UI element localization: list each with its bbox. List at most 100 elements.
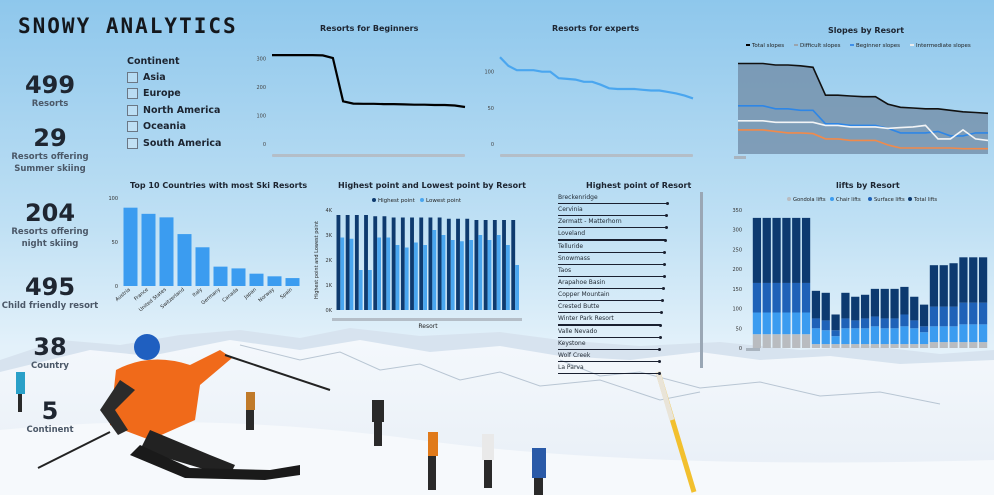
bar-end-marker <box>665 226 669 230</box>
bar-segment <box>978 257 988 303</box>
list-item[interactable]: Snowmass <box>558 254 678 266</box>
bar-segment <box>792 312 801 335</box>
slicer-option-europe[interactable]: Europe <box>127 86 221 103</box>
bar-end-marker <box>661 299 664 303</box>
bar-segment <box>782 312 791 335</box>
legend-swatch <box>420 198 424 202</box>
bar-lowest <box>441 235 446 310</box>
list-item[interactable]: Zermatt - Matterhorn <box>558 217 678 230</box>
y-tick-label: 0 <box>115 284 118 290</box>
bar-segment <box>851 296 860 321</box>
slicer-option-south-america[interactable]: South America <box>127 135 221 152</box>
highest-point-bar <box>558 312 662 314</box>
bar-segment <box>792 334 801 348</box>
checkbox[interactable] <box>127 121 138 133</box>
option-label: Asia <box>143 71 166 83</box>
resort-name: Telluride <box>558 242 584 250</box>
bar-segment <box>880 288 889 319</box>
bar-highest <box>410 217 414 310</box>
scrollbar[interactable] <box>746 348 760 351</box>
highlow-bar-chart: Highest point Lowest point 4K 3K 2K 1K 0K Resor… <box>314 198 522 330</box>
list-item[interactable]: Telluride <box>558 242 678 254</box>
series-line-2 <box>738 129 988 150</box>
bar-segment <box>801 217 811 283</box>
list-item[interactable]: Arapahoe Basin <box>558 278 678 291</box>
list-item[interactable]: Cervinia <box>558 205 678 218</box>
category-label: Norway <box>257 287 275 304</box>
bar-segment <box>939 265 948 307</box>
slicer-option-oceania[interactable]: Oceania <box>127 119 221 136</box>
slicer-option-asia[interactable]: Asia <box>127 69 221 86</box>
bar-segment <box>978 324 988 343</box>
checkbox[interactable] <box>127 104 138 116</box>
list-item[interactable]: Breckenridge <box>558 193 678 206</box>
scrollbar[interactable] <box>500 154 693 157</box>
y-tick-label: 50 <box>736 326 742 332</box>
bar-highest <box>511 220 516 310</box>
list-item[interactable]: Loveland <box>558 229 678 242</box>
list-scrollbar[interactable] <box>700 192 703 368</box>
list-item[interactable]: La Parva <box>558 363 678 376</box>
checkbox[interactable] <box>127 88 138 100</box>
bar <box>123 207 138 286</box>
bar-segment <box>811 328 821 345</box>
bar-segment <box>939 342 948 348</box>
y-tick-label: 300 <box>732 228 742 234</box>
bar-lowest <box>515 265 519 310</box>
bar-segment <box>860 294 870 319</box>
bar-segment <box>841 328 850 345</box>
bar-lowest <box>496 235 501 310</box>
y-tick-label: 300 <box>256 57 266 63</box>
bar-segment <box>959 324 968 343</box>
legend-swatch <box>908 197 912 201</box>
bar <box>231 268 246 286</box>
bar-segment <box>929 342 939 348</box>
bar-segment <box>919 344 929 348</box>
bar-end-marker <box>662 274 666 278</box>
bar-segment <box>772 282 781 313</box>
option-label: North America <box>143 104 221 116</box>
bar-highest <box>419 217 424 310</box>
slicer-option-north-america[interactable]: North America <box>127 102 221 119</box>
option-label: Europe <box>143 88 181 100</box>
beginners-line-chart: 300 200 100 0 <box>256 54 466 157</box>
scrollbar[interactable] <box>332 318 522 321</box>
bar <box>195 247 210 286</box>
bar-lowest <box>349 238 354 310</box>
bar-segment <box>811 344 821 348</box>
legend-swatch <box>830 197 834 201</box>
bar-lowest <box>404 247 409 310</box>
list-item[interactable]: Valle Nevado <box>558 327 678 339</box>
kpi-value: 29 <box>33 124 67 152</box>
list-item[interactable]: Keystone <box>558 339 678 351</box>
bar-end-marker <box>658 323 662 327</box>
bar-segment <box>762 312 771 335</box>
lifts-stacked-chart: Gondola lifts Chair lifts Surface lifts Tot… <box>732 197 988 352</box>
option-label: Oceania <box>143 121 186 133</box>
checkbox[interactable] <box>127 71 138 83</box>
bar-segment <box>959 342 968 348</box>
bar-lowest <box>386 237 391 310</box>
checkbox[interactable] <box>127 137 138 149</box>
list-item[interactable]: Crested Butte <box>558 302 678 315</box>
highest-point-bar <box>558 300 663 302</box>
highest-point-bar <box>558 348 661 350</box>
bar-highest <box>456 218 460 310</box>
highest-point-bar <box>558 263 665 265</box>
bar-segment <box>860 328 870 345</box>
scrollbar[interactable] <box>272 154 465 157</box>
scrollbar[interactable] <box>734 156 746 159</box>
bar-segment <box>870 316 880 327</box>
resort-name: Wolf Creek <box>558 351 591 359</box>
bar-highest <box>382 216 387 310</box>
list-item[interactable]: Wolf Creek <box>558 351 678 363</box>
resort-name: Snowmass <box>558 254 590 262</box>
list-item[interactable]: Taos <box>558 266 678 278</box>
y-tick-label: 0 <box>491 142 494 148</box>
list-item[interactable]: Copper Mountain <box>558 290 678 303</box>
bar-lowest <box>432 230 437 310</box>
list-item[interactable]: Winter Park Resort <box>558 314 678 327</box>
bar-segment <box>752 217 762 283</box>
bar-end-marker <box>662 262 666 266</box>
